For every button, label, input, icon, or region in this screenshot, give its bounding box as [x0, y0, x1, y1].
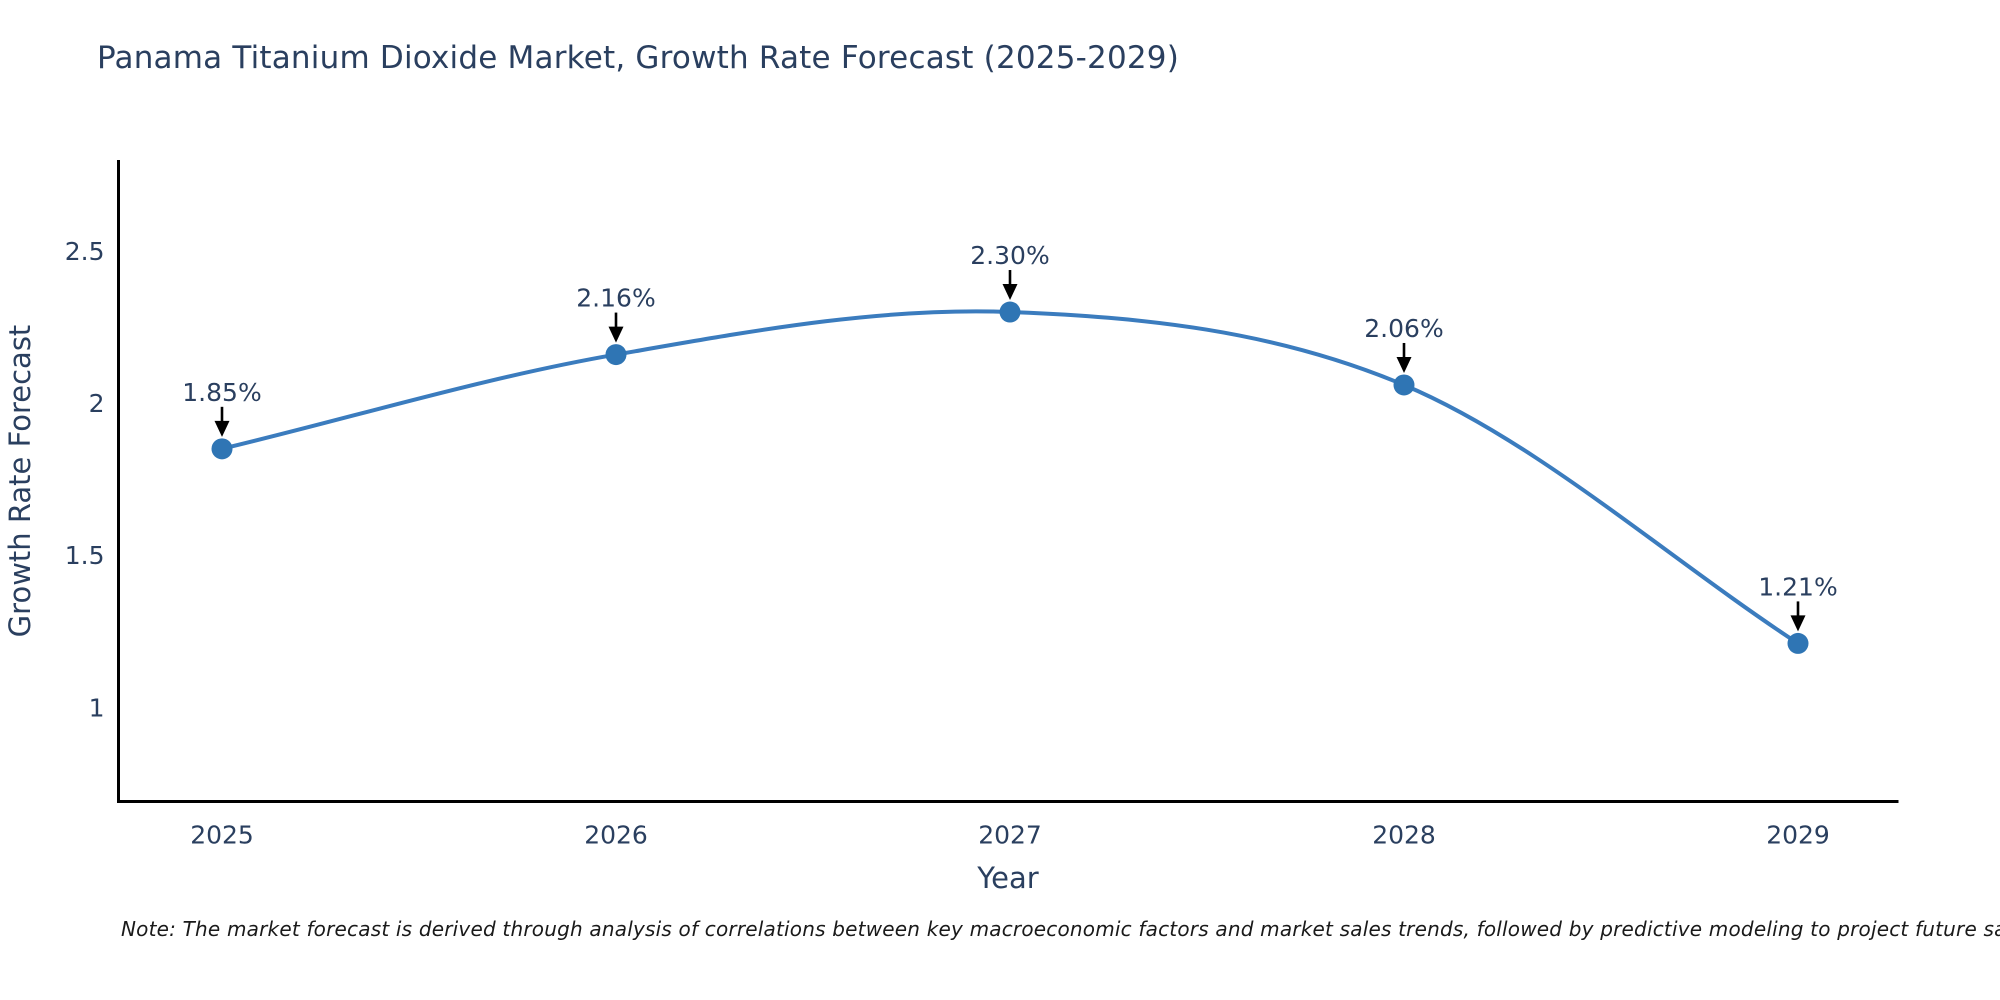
annotation-arrow-head: [1396, 356, 1412, 373]
annotation-arrow-head: [1002, 284, 1018, 301]
data-point-marker: [211, 438, 233, 460]
annotation-arrow-head: [214, 420, 230, 437]
y-tick-label: 2: [89, 389, 105, 418]
x-tick-label: 2026: [584, 821, 648, 850]
data-point-label: 1.85%: [182, 378, 261, 407]
chart-title: Panama Titanium Dioxide Market, Growth R…: [97, 40, 1180, 76]
data-point-marker: [1787, 632, 1809, 654]
data-point-marker: [999, 301, 1021, 323]
x-tick-label: 2028: [1372, 821, 1436, 850]
x-tick-label: 2027: [978, 821, 1042, 850]
x-axis-title: Year: [976, 861, 1038, 895]
data-point-marker: [1393, 374, 1415, 396]
data-point-label: 2.16%: [576, 284, 655, 313]
chart-footnote: Note: The market forecast is derived thr…: [121, 917, 2000, 941]
y-tick-label: 2.5: [65, 237, 105, 266]
data-point-label: 2.30%: [970, 241, 1049, 270]
annotation-arrow-head: [1790, 615, 1806, 632]
y-tick-label: 1: [89, 693, 105, 722]
data-point-label: 1.21%: [1758, 572, 1837, 601]
x-tick-label: 2025: [190, 821, 254, 850]
y-axis-title: Growth Rate Forecast: [3, 325, 37, 638]
data-point-label: 2.06%: [1364, 314, 1443, 343]
annotation-arrow-head: [608, 326, 624, 343]
trend-line: [220, 309, 1800, 646]
data-point-marker: [605, 344, 627, 366]
x-tick-label: 2029: [1766, 821, 1830, 850]
y-tick-label: 1.5: [65, 541, 105, 570]
